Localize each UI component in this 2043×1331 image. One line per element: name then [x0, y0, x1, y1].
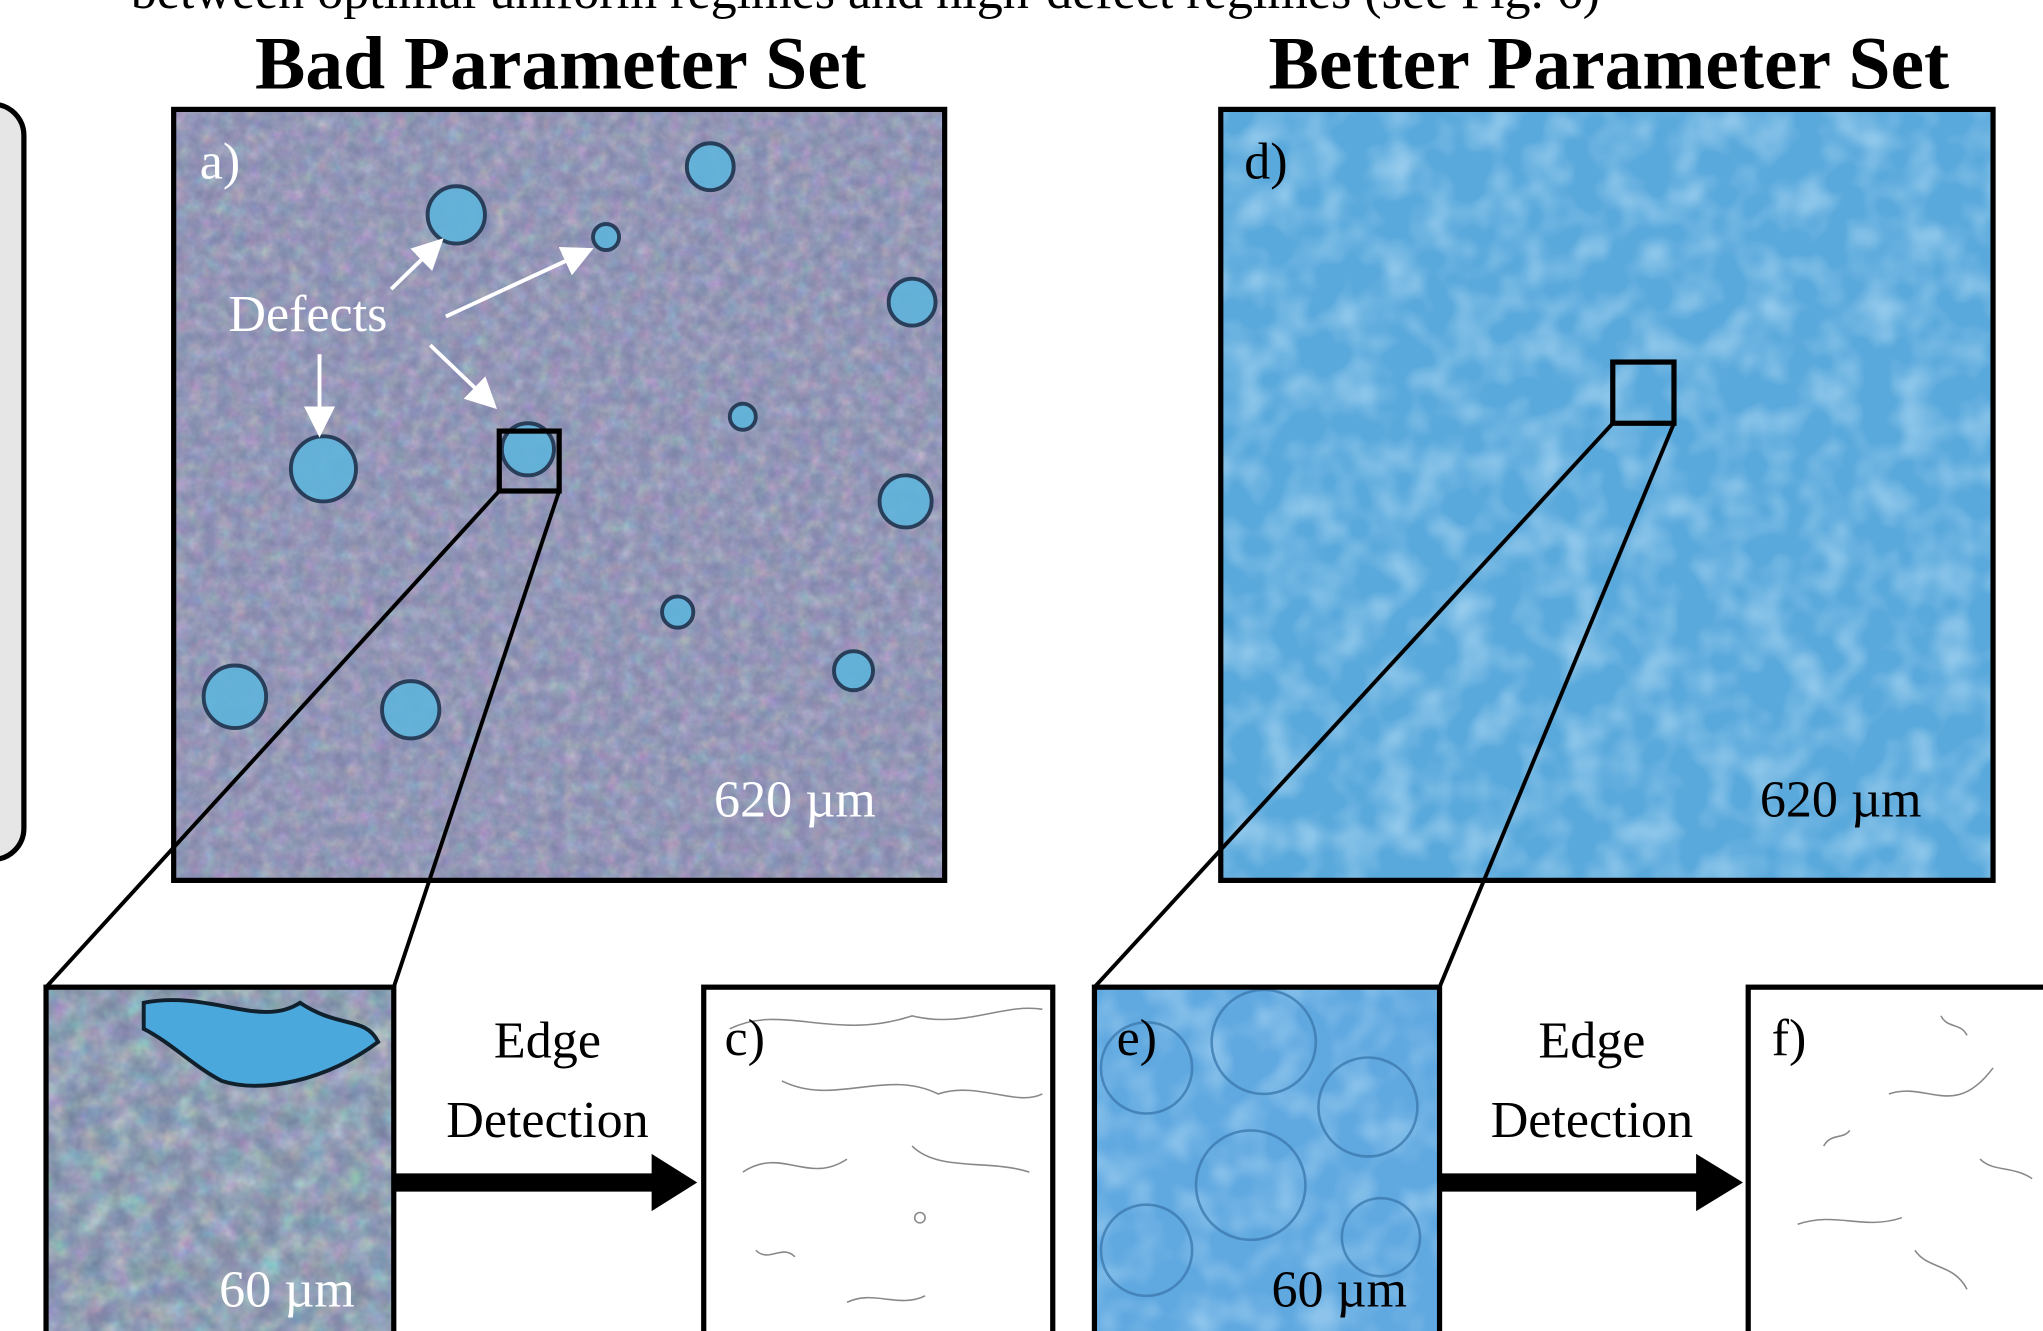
side-box: [0, 104, 24, 859]
panel-label: c): [725, 1010, 765, 1067]
arrow-label: Edge: [1538, 1013, 1645, 1070]
scale-bar: 620 µm: [1760, 772, 1922, 829]
arrow-label: Edge: [494, 1013, 601, 1070]
caption-fragment: between optimal uniform regimes and high…: [131, 0, 1600, 20]
arrow: [394, 1154, 697, 1211]
figure: between optimal uniform regimes and high…: [0, 0, 2043, 1331]
panel-b: 60 µm: [46, 987, 394, 1331]
panel-d: d) 620 µm: [1221, 109, 1993, 880]
scale-bar: 60 µm: [219, 1261, 355, 1318]
panel-label: e): [1117, 1010, 1157, 1067]
arrow-label: Detection: [1491, 1092, 1693, 1149]
panel-c: c): [704, 987, 1053, 1331]
panel-label: a): [200, 133, 240, 190]
arrow-label: Detection: [446, 1092, 648, 1149]
column-title: Better Parameter Set: [1269, 23, 1950, 106]
panel-e: e) 60 µm: [1094, 987, 1439, 1331]
annotation: Defects: [228, 286, 387, 343]
column-title: Bad Parameter Set: [255, 23, 866, 106]
scale-bar: 620 µm: [714, 772, 876, 829]
arrow: [1440, 1154, 1743, 1211]
panel-label: f): [1772, 1010, 1807, 1067]
page: between optimal uniform regimes and high…: [0, 0, 2043, 1331]
panel-f: f): [1748, 987, 2043, 1331]
panel-label: d): [1244, 133, 1287, 190]
scale-bar: 60 µm: [1271, 1261, 1407, 1318]
